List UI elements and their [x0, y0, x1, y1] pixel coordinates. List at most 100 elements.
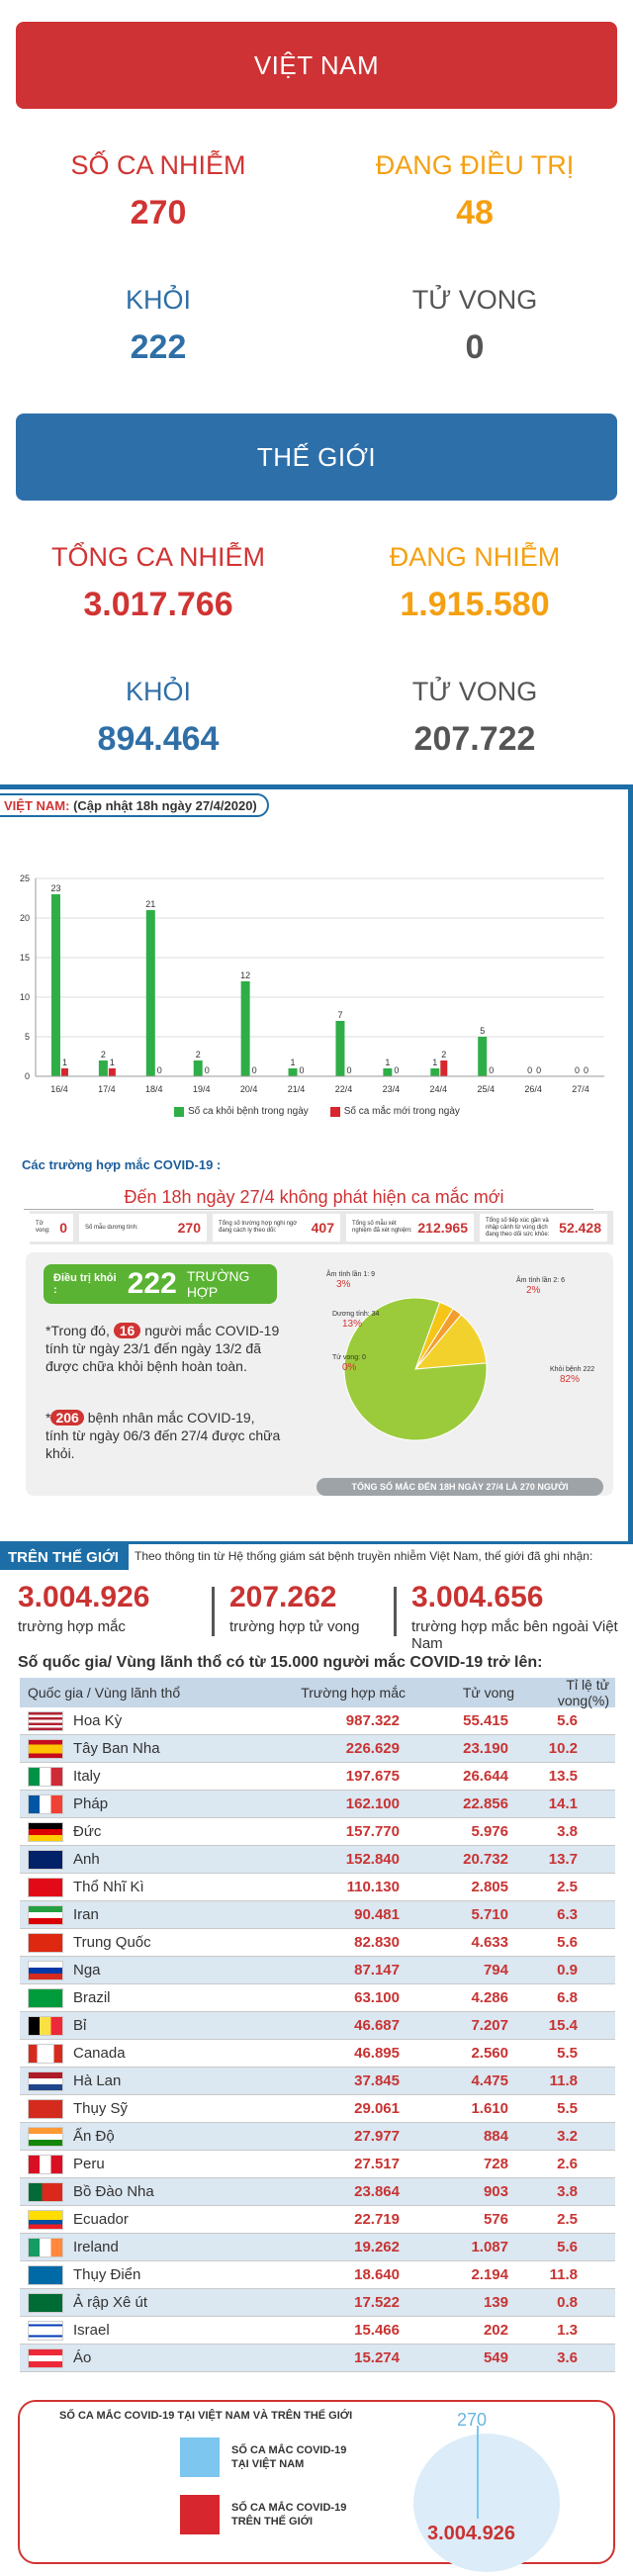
be-flag-icon	[28, 2015, 63, 2036]
chart-legend: Số ca khỏi bệnh trong ngày Số ca mắc mới…	[174, 1106, 460, 1117]
bar-value-label: 0	[536, 1065, 541, 1075]
tr-flag-icon	[28, 1877, 63, 1897]
country-name: Peru	[73, 2156, 105, 2172]
status-pie: Âm tính lần 1: 93% Âm tính lần 2: 62% Dươn…	[326, 1269, 594, 1441]
bar-value-label: 0	[205, 1065, 210, 1075]
recovered-bar	[145, 910, 155, 1076]
world-death-value: 207.722	[413, 720, 536, 758]
global-stat-2: 207.262	[229, 1581, 337, 1613]
cases-cell: 37.845	[354, 2072, 400, 2089]
new-case-bar	[108, 1068, 116, 1076]
x-tick-label: 17/4	[98, 1084, 116, 1094]
table-row: Iran 90.481 5.710 6.3	[20, 1901, 615, 1929]
table-row: Canada 46.895 2.560 5.5	[20, 2040, 615, 2068]
divider	[24, 1209, 593, 1210]
cases-cell: 87.147	[354, 1962, 400, 1978]
kpi-2: Tổng số trường hợp nghi ngờ đang cách ly…	[213, 1214, 340, 1242]
deaths-cell: 26.644	[463, 1768, 508, 1785]
daily-note: Đến 18h ngày 27/4 không phát hiện ca mắc…	[124, 1187, 504, 1207]
cases-cell: 63.100	[354, 1989, 400, 2006]
vn-treat-value: 48	[456, 194, 494, 231]
recovered-bar	[193, 1060, 203, 1076]
vn-treat-label: ĐANG ĐIỀU TRỊ	[375, 150, 575, 180]
pie-label-pct: 13%	[342, 1319, 362, 1330]
cases-cell: 226.629	[345, 1740, 400, 1757]
deaths-cell: 4.475	[471, 2072, 508, 2089]
deaths-cell: 20.732	[463, 1851, 508, 1868]
country-table: Hoa Kỳ 987.322 55.415 5.6 Tây Ban Nha 226.629…	[20, 1707, 615, 2380]
daily-chart: 051015202523116/42117/421018/42019/41202…	[20, 874, 604, 1094]
table-row: Ecuador 22.719 576 2.5	[20, 2206, 615, 2234]
deaths-cell: 23.190	[463, 1740, 508, 1757]
deaths-cell: 202	[483, 2322, 508, 2339]
y-tick-label: 5	[25, 1032, 30, 1042]
bar-value-label: 0	[584, 1065, 588, 1075]
country-name: Brazil	[73, 1989, 111, 2006]
ch-flag-icon	[28, 2098, 63, 2119]
recovered-bar	[335, 1021, 345, 1076]
bullet-1-number: 16	[113, 1323, 141, 1338]
table-row: Trung Quốc 82.830 4.633 5.6	[20, 1929, 615, 1957]
cases-cell: 19.262	[354, 2239, 400, 2255]
kpi-strip: Tử vong: 0 Số mẫu dương tính: 270 Tổng số tr…	[30, 1211, 613, 1244]
deaths-cell: 22.856	[463, 1795, 508, 1812]
recovery-value: 222	[127, 1267, 177, 1300]
bullet-2-number: 206	[50, 1410, 84, 1426]
vietnam-header: VIỆT NAM	[16, 22, 617, 109]
kpi-label: Tổng số trường hợp nghi ngờ đang cách ly…	[219, 1221, 298, 1234]
bar-value-label: 0	[489, 1065, 494, 1075]
col-deaths: Tử vong	[462, 1685, 514, 1701]
country-name: Israel	[73, 2322, 110, 2339]
vn-compare-label: SỐ CA MẮC COVID-19 TẠI VIỆT NAM	[231, 2443, 346, 2471]
table-row: Ả rập Xê út 17.522 139 0.8	[20, 2289, 615, 2317]
global-stat-2-label: trường hợp tử vong	[229, 1618, 360, 1635]
daily-subtitle: Các trường hợp mắc COVID-19 :	[22, 1157, 222, 1172]
kpi-label: Tổng số mẫu xét nghiệm đã xét nghiệm:	[352, 1221, 412, 1234]
kpi-label: Số mẫu dương tính:	[85, 1224, 138, 1231]
bar-value-label: 1	[432, 1058, 437, 1067]
ca-flag-icon	[28, 2043, 63, 2064]
pie-slice	[343, 1297, 488, 1441]
pie-label-name: Âm tính lần 2: 6	[516, 1275, 565, 1284]
es-flag-icon	[28, 1738, 63, 1759]
cases-cell: 157.770	[345, 1823, 400, 1840]
col-country: Quốc gia / Vùng lãnh thổ	[28, 1685, 181, 1701]
daily-section: VIỆT NAM: (Cập nhật 18h ngày 27/4/2020) …	[0, 784, 633, 1541]
kpi-label: Tổng số tiếp xúc gần và nhập cảnh từ vùn…	[486, 1217, 550, 1238]
bar-value-label: 0	[394, 1065, 399, 1075]
table-row: Bồ Đào Nha 23.864 903 3.8	[20, 2178, 615, 2206]
bar-value-label: 12	[240, 970, 250, 980]
deaths-cell: 1.087	[471, 2239, 508, 2255]
x-tick-label: 18/4	[145, 1084, 163, 1094]
x-tick-label: 23/4	[383, 1084, 401, 1094]
cn-flag-icon	[28, 1932, 63, 1953]
cases-cell: 27.977	[354, 2128, 400, 2145]
fr-flag-icon	[28, 1794, 63, 1814]
bar-value-label: 7	[337, 1010, 342, 1020]
table-row: Thụy Sỹ 29.061 1.610 5.5	[20, 2095, 615, 2123]
kpi-value: 0	[59, 1220, 67, 1236]
de-flag-icon	[28, 1821, 63, 1842]
country-name: Iran	[73, 1906, 99, 1923]
world-death-label: TỬ VONG	[411, 677, 538, 706]
global-stat-1-label: trường hợp mắc	[18, 1618, 126, 1635]
cases-cell: 17.522	[354, 2294, 400, 2311]
country-name: Ả rập Xê út	[73, 2294, 148, 2311]
kpi-0: Tử vong: 0	[30, 1214, 73, 1242]
global-stat-1: 3.004.926	[18, 1581, 150, 1613]
it-flag-icon	[28, 1766, 63, 1787]
rate-cell: 11.8	[549, 2072, 578, 2089]
bullet-1-pre: *Trong đó,	[45, 1323, 110, 1338]
bar-value-label: 2	[441, 1050, 446, 1059]
vn-cases-label: SỐ CA NHIỄM	[70, 150, 246, 180]
in-flag-icon	[28, 2126, 63, 2147]
country-name: Áo	[73, 2349, 92, 2366]
at-flag-icon	[28, 2347, 63, 2368]
cases-cell: 27.517	[354, 2156, 400, 2172]
rate-cell: 13.7	[548, 1851, 578, 1868]
x-tick-label: 24/4	[430, 1084, 448, 1094]
world-compare-label: SỐ CA MẮC COVID-19 TRÊN THẾ GIỚI	[231, 2501, 346, 2529]
world-rec-value: 894.464	[97, 720, 220, 758]
nl-flag-icon	[28, 2070, 63, 2091]
deaths-cell: 728	[483, 2156, 508, 2172]
